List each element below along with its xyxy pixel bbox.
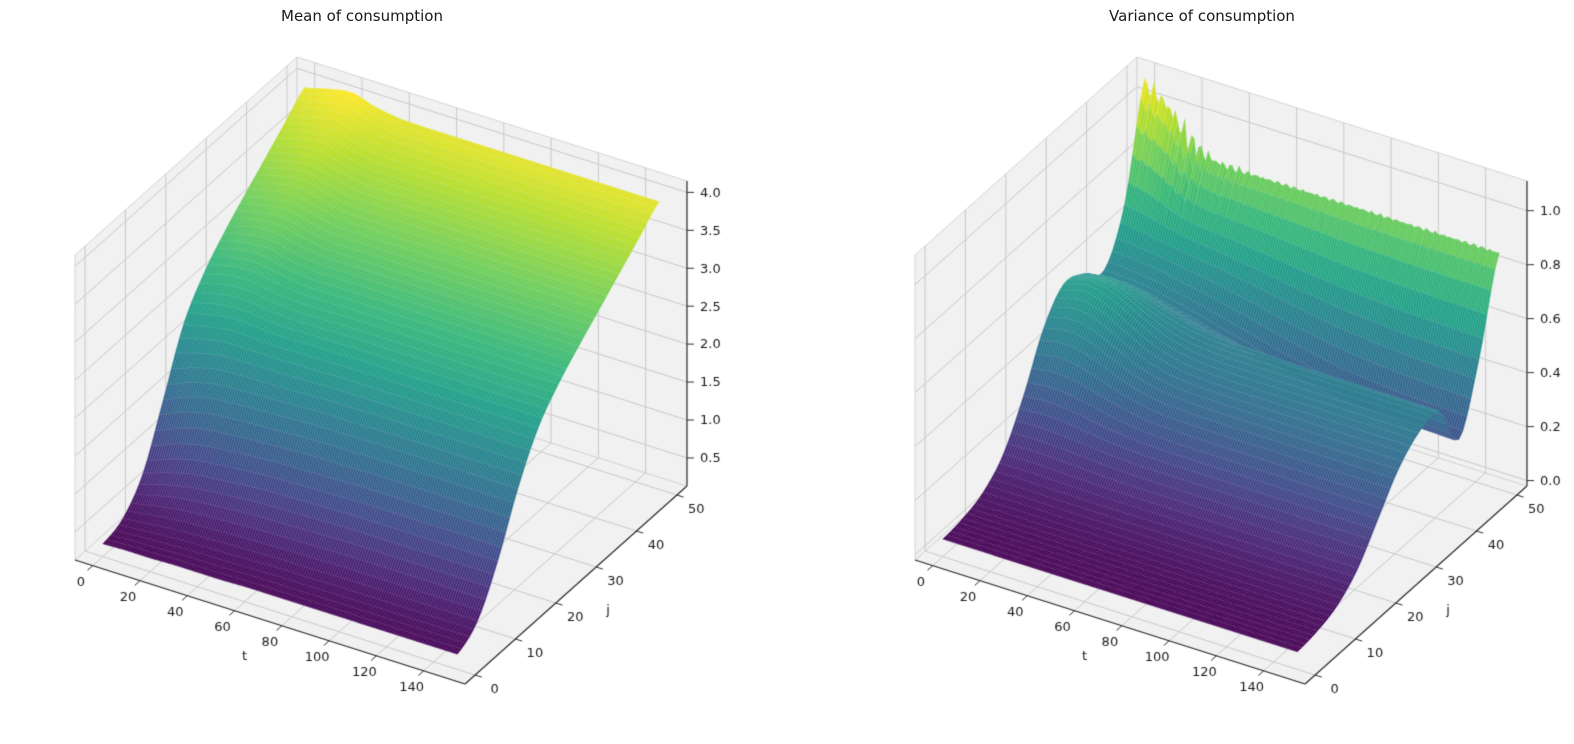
right-plot-title: Variance of consumption — [1109, 7, 1295, 25]
left-plot-title: Mean of consumption — [281, 7, 443, 25]
